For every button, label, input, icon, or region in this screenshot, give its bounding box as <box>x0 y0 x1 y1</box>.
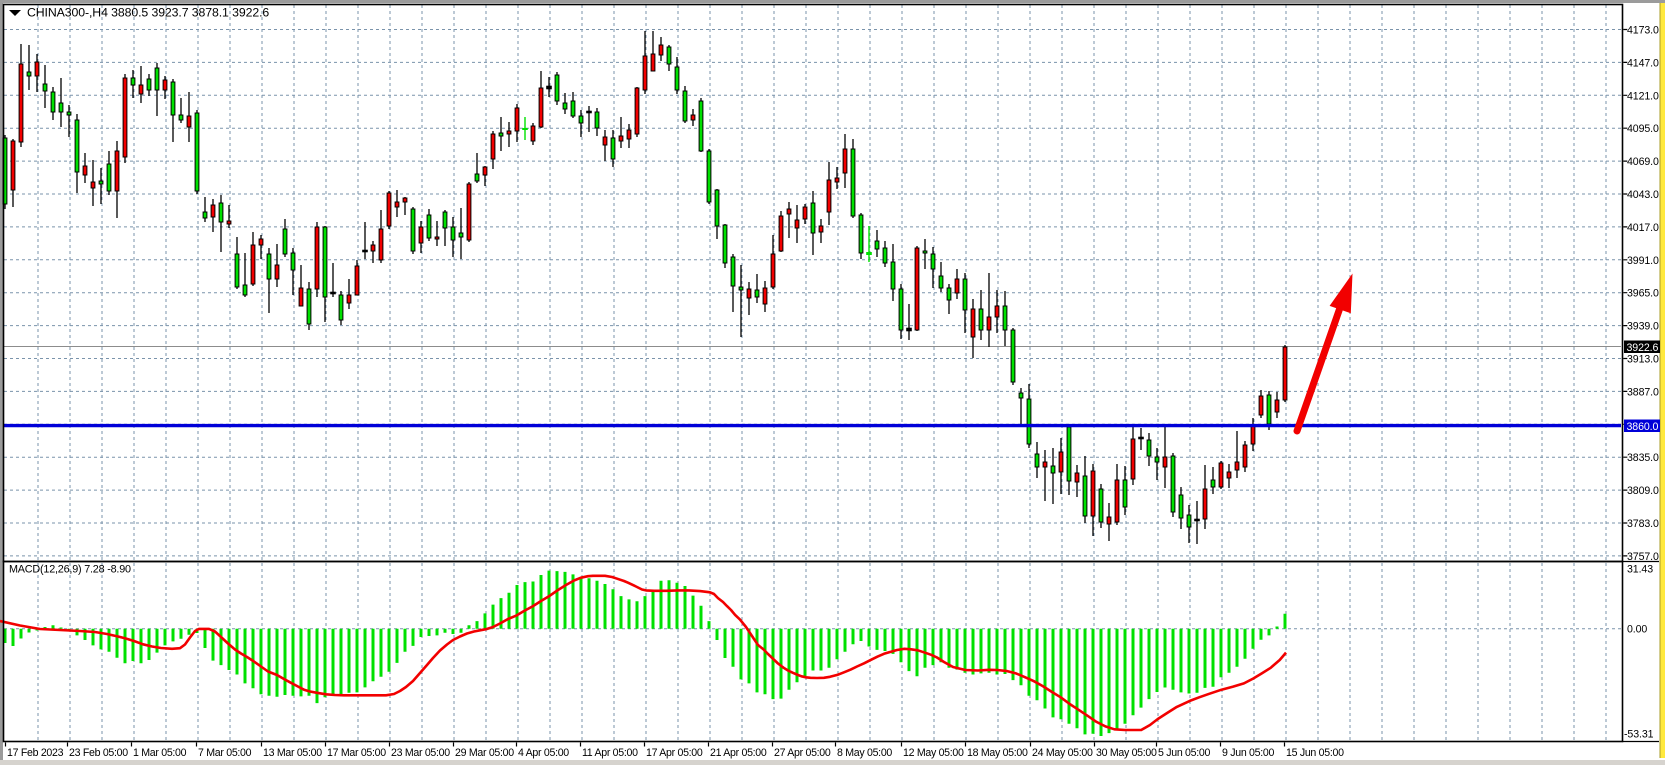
svg-text:18 May 05:00: 18 May 05:00 <box>967 747 1028 759</box>
svg-text:4173.0: 4173.0 <box>1627 25 1659 37</box>
svg-text:7 Mar 05:00: 7 Mar 05:00 <box>198 747 252 759</box>
svg-text:17 Apr 05:00: 17 Apr 05:00 <box>646 747 703 759</box>
svg-text:MACD(12,26,9) 7.28 -8.90: MACD(12,26,9) 7.28 -8.90 <box>9 564 131 576</box>
svg-text:3922.6: 3922.6 <box>1627 342 1659 354</box>
svg-text:0.00: 0.00 <box>1627 624 1647 636</box>
svg-text:3783.0: 3783.0 <box>1627 518 1659 530</box>
svg-text:17 Mar 05:00: 17 Mar 05:00 <box>327 747 386 759</box>
svg-text:5 Jun 05:00: 5 Jun 05:00 <box>1158 747 1210 759</box>
svg-text:4 Apr 05:00: 4 Apr 05:00 <box>518 747 569 759</box>
svg-text:3809.0: 3809.0 <box>1627 485 1659 497</box>
svg-text:9 Jun 05:00: 9 Jun 05:00 <box>1222 747 1274 759</box>
svg-text:11 Apr 05:00: 11 Apr 05:00 <box>582 747 638 759</box>
svg-text:24 May 05:00: 24 May 05:00 <box>1032 747 1093 759</box>
svg-text:3913.0: 3913.0 <box>1627 354 1659 366</box>
svg-text:4095.0: 4095.0 <box>1627 123 1659 135</box>
svg-text:4043.0: 4043.0 <box>1627 189 1659 201</box>
svg-text:4017.0: 4017.0 <box>1627 222 1659 234</box>
svg-text:12 May 05:00: 12 May 05:00 <box>903 747 964 759</box>
svg-text:3860.0: 3860.0 <box>1627 421 1659 433</box>
svg-text:3887.0: 3887.0 <box>1627 386 1659 398</box>
svg-text:4069.0: 4069.0 <box>1627 156 1659 168</box>
svg-text:15 Jun 05:00: 15 Jun 05:00 <box>1286 747 1344 759</box>
svg-text:23 Feb 05:00: 23 Feb 05:00 <box>69 747 128 759</box>
svg-text:8 May 05:00: 8 May 05:00 <box>837 747 892 759</box>
svg-text:31.43: 31.43 <box>1627 564 1653 576</box>
svg-text:3965.0: 3965.0 <box>1627 288 1659 300</box>
svg-text:3835.0: 3835.0 <box>1627 452 1659 464</box>
svg-text:4121.0: 4121.0 <box>1627 90 1659 102</box>
svg-text:CHINA300-,H4 3880.5 3923.7 38: CHINA300-,H4 3880.5 3923.7 3878.1 3922.6 <box>27 6 269 20</box>
svg-text:30 May 05:00: 30 May 05:00 <box>1096 747 1157 759</box>
svg-text:3991.0: 3991.0 <box>1627 255 1659 267</box>
svg-text:13 Mar 05:00: 13 Mar 05:00 <box>263 747 322 759</box>
svg-text:3939.0: 3939.0 <box>1627 321 1659 333</box>
svg-text:21 Apr 05:00: 21 Apr 05:00 <box>710 747 767 759</box>
svg-text:3757.0: 3757.0 <box>1627 551 1659 563</box>
svg-text:23 Mar 05:00: 23 Mar 05:00 <box>391 747 450 759</box>
svg-text:29 Mar 05:00: 29 Mar 05:00 <box>455 747 514 759</box>
svg-text:-53.31: -53.31 <box>1624 729 1654 741</box>
svg-text:1 Mar 05:00: 1 Mar 05:00 <box>133 747 187 759</box>
svg-text:4147.0: 4147.0 <box>1627 57 1659 69</box>
svg-text:27 Apr 05:00: 27 Apr 05:00 <box>774 747 831 759</box>
svg-text:17 Feb 2023: 17 Feb 2023 <box>7 747 64 759</box>
